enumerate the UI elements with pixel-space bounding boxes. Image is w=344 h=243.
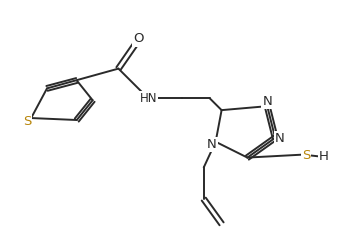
- Text: O: O: [133, 33, 143, 45]
- Text: S: S: [302, 149, 310, 162]
- Text: HN: HN: [139, 92, 157, 105]
- Text: N: N: [207, 138, 217, 151]
- Text: S: S: [23, 114, 31, 128]
- Text: N: N: [262, 95, 272, 108]
- Text: H: H: [319, 150, 329, 163]
- Text: N: N: [275, 132, 285, 145]
